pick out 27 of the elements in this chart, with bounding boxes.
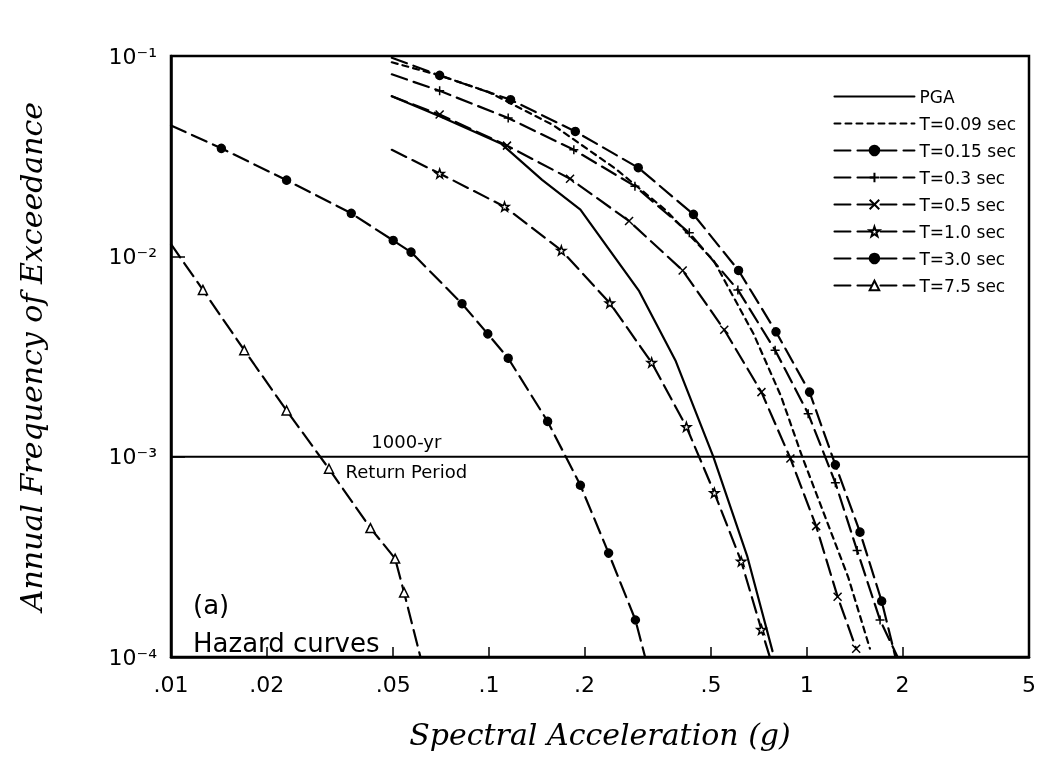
legend-label: T=0.5 sec	[918, 194, 1006, 215]
annotation: (a)	[193, 590, 230, 620]
x-tick-label: .1	[478, 671, 500, 697]
annotation: 1000-yr	[371, 431, 442, 453]
x-tick-label: 2	[895, 671, 910, 697]
legend-label: T=0.3 sec	[918, 167, 1006, 188]
x-tick-label: .5	[700, 671, 722, 697]
legend-label: T=0.15 sec	[918, 140, 1016, 161]
legend-label: T=7.5 sec	[918, 275, 1006, 296]
annotation: Return Period	[345, 461, 468, 483]
x-tick-label: .05	[375, 671, 411, 697]
legend-label: T=1.0 sec	[918, 221, 1006, 242]
legend-label: PGA	[919, 86, 955, 107]
x-tick-label: 1	[799, 671, 814, 697]
y-tick-label: 10⁻²	[108, 243, 157, 269]
annotation: Hazard curves	[193, 628, 380, 658]
x-tick-label: .02	[249, 671, 285, 697]
x-axis-title: Spectral Acceleration (g)	[409, 716, 791, 752]
legend-label: T=0.09 sec	[918, 113, 1016, 134]
y-tick-label: 10⁻⁴	[108, 644, 158, 670]
y-tick-label: 10⁻¹	[108, 43, 157, 69]
x-tick-label: .2	[574, 671, 596, 697]
y-axis-title: Annual Frequency of Exceedance	[13, 101, 49, 615]
legend-label: T=3.0 sec	[918, 248, 1006, 269]
y-tick-label: 10⁻³	[108, 444, 157, 470]
x-tick-label: .01	[153, 671, 189, 697]
x-tick-label: 5	[1022, 671, 1036, 697]
